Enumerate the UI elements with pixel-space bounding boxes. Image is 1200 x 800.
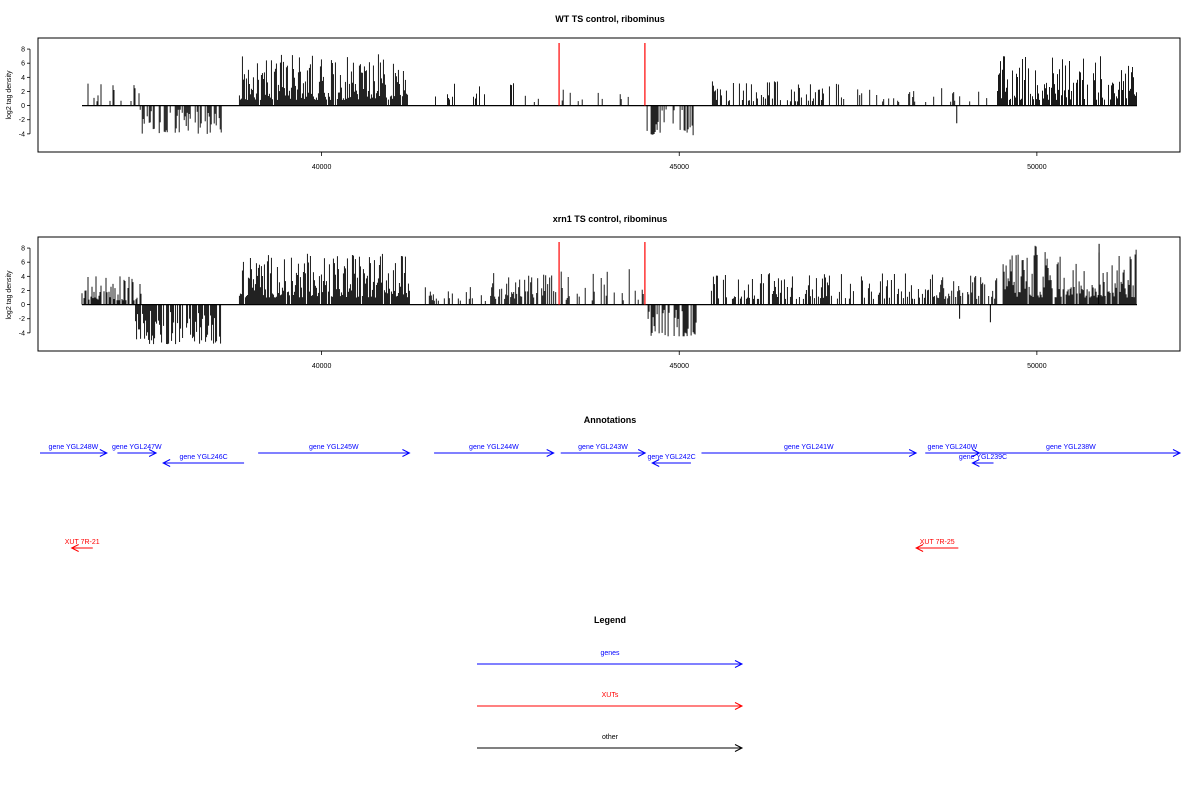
legend-title: Legend <box>594 615 626 625</box>
panel-xrn1-title: xrn1 TS control, ribominus <box>553 214 668 224</box>
annotations-title: Annotations <box>584 415 637 425</box>
gene-arrow-head <box>637 449 647 457</box>
y-tick-label: 0 <box>21 103 25 110</box>
xut-annotations: XUT 7R-21 XUT 7R-25 <box>65 539 959 552</box>
panel-wt: WT TS control, ribominus log2 tag densit… <box>6 14 1181 171</box>
x-tick-label: 40000 <box>312 164 332 171</box>
panel-xrn1: xrn1 TS control, ribominus log2 tag dens… <box>6 214 1181 370</box>
legend-arrow-head <box>734 702 744 710</box>
gene-arrow-head <box>971 459 980 467</box>
legend-label: genes <box>600 650 620 657</box>
x-tick-label: 50000 <box>1027 363 1047 370</box>
legend-arrow-head <box>734 660 744 668</box>
panel-wt-ylabel: log2 tag density <box>6 70 13 120</box>
xut-arrow-head <box>914 544 924 552</box>
gene-arrow-head <box>546 449 555 457</box>
y-tick-label: 6 <box>21 260 25 267</box>
panel-wt-title: WT TS control, ribominus <box>555 14 665 24</box>
gene-arrow-head <box>908 449 918 457</box>
gene-arrow-head <box>402 449 411 457</box>
legend-label: other <box>602 734 619 741</box>
gene-label: gene YGL244W <box>469 444 519 451</box>
panel-wt-frame <box>37 37 1181 153</box>
x-tick-label: 40000 <box>312 363 332 370</box>
y-tick-label: 0 <box>21 302 25 309</box>
y-tick-label: 2 <box>21 288 25 295</box>
gene-arrow-head <box>162 459 171 467</box>
gene-label: gene YGL238W <box>1046 444 1096 451</box>
gene-arrow-head <box>148 449 158 457</box>
gene-label: gene YGL246C <box>180 454 228 461</box>
gene-label: gene YGL241W <box>784 444 834 451</box>
y-tick-label: 4 <box>21 75 25 82</box>
xut-label: XUT 7R-25 <box>920 539 955 546</box>
gene-label: gene YGL242C <box>648 454 696 461</box>
y-tick-label: -2 <box>19 316 25 323</box>
y-tick-label: 8 <box>21 47 25 54</box>
panel-xrn1-axes: -4 -2 0 2 4 6 8 40000 45000 50000 <box>19 246 1047 370</box>
legend-arrow-head <box>734 744 744 752</box>
xut-arrow-head <box>70 544 79 552</box>
gene-arrow-head <box>651 459 660 467</box>
panel-wt-bars <box>82 43 1137 136</box>
y-tick-label: 2 <box>21 89 25 96</box>
x-tick-label: 45000 <box>670 363 690 370</box>
panel-xrn1-ylabel: log2 tag density <box>6 270 13 320</box>
gene-label: gene YGL248W <box>49 444 99 451</box>
panel-xrn1-bars <box>81 242 1137 345</box>
y-tick-label: -2 <box>19 117 25 124</box>
y-tick-label: 6 <box>21 61 25 68</box>
gene-annotations: gene YGL248W gene YGL247W gene YGL246C gene… <box>40 444 1182 467</box>
gene-label: gene YGL243W <box>578 444 628 451</box>
legend: Legend genes XUTs other <box>477 615 744 752</box>
annotations-panel: Annotations gene YGL248W gene YGL247Wgene… <box>40 415 1182 552</box>
y-tick-label: -4 <box>19 131 25 138</box>
y-tick-label: 4 <box>21 274 25 281</box>
legend-label: XUTs <box>602 692 619 699</box>
gene-arrow-head <box>99 449 108 457</box>
xut-label: XUT 7R-21 <box>65 539 100 546</box>
y-tick-label: -4 <box>19 330 25 337</box>
x-tick-label: 45000 <box>670 164 690 171</box>
gene-label: gene YGL245W <box>309 444 359 451</box>
x-tick-label: 50000 <box>1027 164 1047 171</box>
gene-label: gene YGL247W <box>112 444 162 451</box>
gene-label: gene YGL239C <box>959 454 1007 461</box>
y-tick-label: 8 <box>21 246 25 253</box>
gene-label: gene YGL240W <box>928 444 978 451</box>
legend-items: genes XUTs other <box>477 650 744 752</box>
panel-wt-axes: -4 -2 0 2 4 6 8 40000 45000 50000 <box>19 47 1047 171</box>
gene-arrow-head <box>1172 449 1182 457</box>
